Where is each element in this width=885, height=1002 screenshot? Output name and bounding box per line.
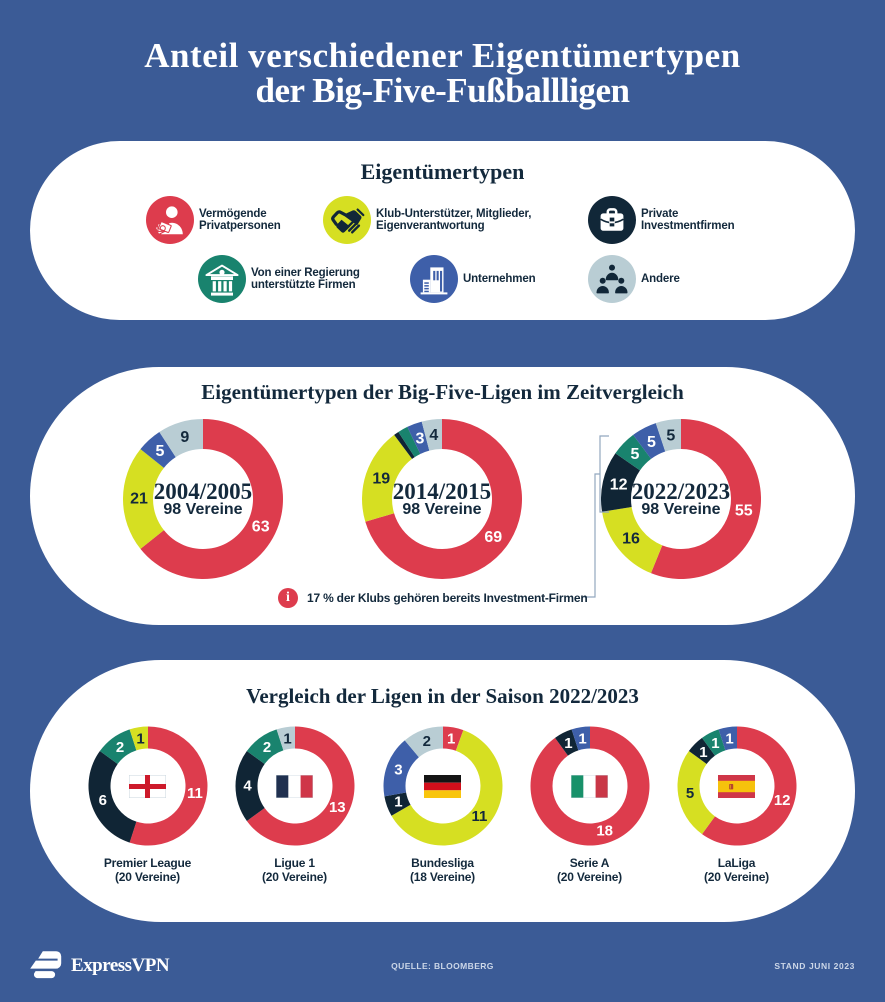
svg-text:16: 16	[622, 530, 640, 547]
svg-text:4: 4	[429, 427, 438, 444]
svg-text:9: 9	[180, 429, 189, 446]
svg-text:63: 63	[252, 518, 270, 535]
svg-text:4: 4	[243, 778, 252, 795]
svg-text:1: 1	[283, 731, 291, 748]
svg-text:1: 1	[725, 731, 733, 748]
svg-text:13: 13	[328, 799, 345, 816]
svg-text:1: 1	[447, 731, 455, 748]
svg-text:11: 11	[186, 785, 202, 802]
svg-text:55: 55	[735, 503, 753, 520]
svg-text:2: 2	[115, 739, 123, 756]
svg-text:5: 5	[156, 443, 165, 460]
svg-text:3: 3	[415, 430, 424, 447]
svg-text:11: 11	[471, 808, 487, 825]
svg-text:1: 1	[394, 794, 402, 811]
svg-text:6: 6	[98, 792, 106, 809]
svg-text:5: 5	[631, 446, 640, 463]
svg-text:1: 1	[578, 731, 586, 748]
svg-text:5: 5	[685, 785, 693, 802]
svg-text:2: 2	[422, 733, 430, 750]
svg-text:18: 18	[596, 823, 613, 840]
svg-text:21: 21	[130, 491, 148, 508]
svg-text:1: 1	[699, 744, 707, 761]
svg-text:5: 5	[666, 427, 675, 444]
svg-text:3: 3	[394, 761, 402, 778]
svg-text:12: 12	[610, 476, 628, 493]
svg-text:69: 69	[484, 529, 502, 546]
svg-text:1: 1	[564, 735, 572, 752]
svg-text:1: 1	[136, 731, 144, 748]
svg-text:1: 1	[711, 735, 719, 752]
svg-text:19: 19	[372, 470, 390, 487]
svg-text:2: 2	[262, 739, 270, 756]
svg-text:12: 12	[773, 792, 790, 809]
svg-text:5: 5	[647, 434, 656, 451]
